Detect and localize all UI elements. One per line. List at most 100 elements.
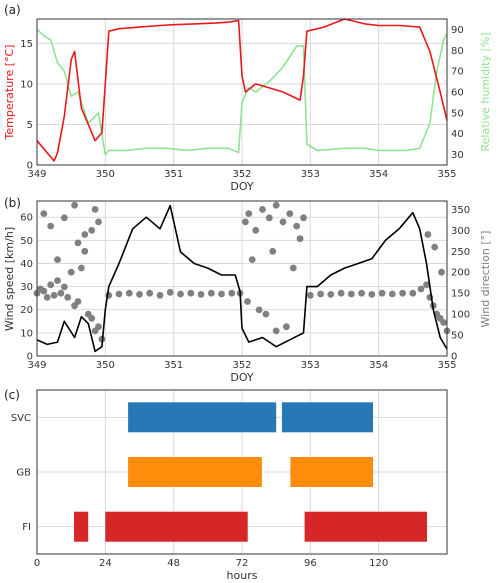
wind-direction-point (187, 289, 195, 297)
panel-a-label: (a) (4, 3, 21, 17)
panel-c-xtick-24: 24 (99, 558, 112, 569)
panel-b-ytick-right-0: 0 (451, 352, 457, 363)
panel-b-yticks-left: 0 10 20 30 40 50 60 (20, 213, 33, 363)
wind-direction-point (95, 218, 102, 226)
wind-direction-point (279, 218, 287, 226)
wind-direction-point (368, 291, 376, 298)
wind-direction-point (177, 290, 184, 298)
wind-direction-point (136, 291, 143, 298)
wind-direction-point (218, 290, 225, 298)
panel-b-ytick-right-150: 150 (451, 289, 470, 300)
wind-direction-point (146, 289, 154, 297)
wind-direction-point (269, 247, 277, 255)
panel-b-xtick-353: 353 (301, 360, 320, 371)
wind-direction-point (378, 289, 386, 297)
bar-svc-1 (281, 402, 373, 433)
panel-a-ytick-left-5: 5 (27, 120, 33, 131)
wind-direction-point (245, 210, 253, 218)
wind-direction-point (78, 264, 85, 272)
panel-a-xtick-353: 353 (301, 169, 320, 180)
panel-a-xtick-350: 350 (96, 169, 115, 180)
panel-c-xtick-96: 96 (304, 558, 317, 569)
wind-direction-point (54, 277, 61, 284)
wind-direction-point (289, 264, 297, 272)
panel-a-ylabel-right: Relative humidity [%] (479, 33, 492, 152)
panel-a-xlabel: DOY (230, 180, 254, 193)
wind-direction-point (47, 281, 55, 289)
panel-b-speed-series (36, 204, 448, 353)
panel-b-ytick-left-30: 30 (20, 282, 33, 293)
panel-b-ytick-left-60: 60 (20, 213, 33, 224)
wind-direction-point (244, 298, 251, 305)
wind-direction-point (283, 323, 290, 331)
wind-direction-point (272, 201, 280, 209)
panel-a-ytick-right-90: 90 (451, 25, 464, 36)
panel-c-frame (36, 389, 448, 555)
panel-a-ytick-right-30: 30 (451, 150, 464, 161)
panel-c: (c) 0 24 48 72 96 120 SVC GB FI hours (4, 388, 448, 582)
wind-direction-point (347, 290, 355, 298)
panel-b-ytick-left-50: 50 (20, 236, 33, 247)
panel-a-ytick-right-60: 60 (451, 88, 464, 99)
wind-speed-line (36, 204, 448, 353)
wind-direction-point (54, 256, 61, 263)
wind-direction-point (306, 291, 314, 299)
panel-c-bars (74, 402, 427, 542)
bar-svc-0 (128, 402, 277, 433)
bar-fi-0 (74, 511, 89, 542)
wind-direction-point (423, 281, 430, 289)
panel-b-ytick-right-100: 100 (451, 310, 470, 321)
wind-direction-point (438, 268, 445, 276)
panel-b-ytick-right-50: 50 (451, 331, 464, 342)
panel-a-xticks: 349 350 351 352 353 354 355 (27, 169, 456, 180)
panel-b-ytick-right-300: 300 (451, 226, 470, 237)
panel-c-label: (c) (4, 388, 20, 402)
panel-c-xlabel: hours (227, 569, 258, 582)
wind-direction-point (252, 226, 260, 234)
panel-a-xtick-352: 352 (232, 169, 251, 180)
wind-direction-point (71, 201, 78, 209)
panel-b: (b) 349 350 351 352 353 354 355 0102030405060 … (3, 196, 492, 384)
bar-fi-1 (105, 511, 248, 542)
wind-direction-point (317, 290, 324, 298)
wind-direction-point (57, 289, 65, 297)
panel-b-xtick-349: 349 (27, 360, 46, 371)
temperature-line (36, 18, 448, 162)
panel-b-ylabel-left: Wind speed [km/h] (3, 227, 16, 331)
wind-direction-point (265, 214, 273, 222)
wind-direction-point (43, 294, 51, 301)
wind-direction-point (388, 290, 396, 298)
panel-a-ytick-right-80: 80 (451, 46, 464, 57)
wind-direction-point (166, 288, 174, 296)
panel-a-yticks-right: 30 40 50 60 70 80 90 (451, 25, 464, 161)
wind-direction-point (358, 289, 365, 297)
wind-direction-point (67, 268, 75, 276)
wind-direction-point (64, 294, 72, 301)
wind-direction-point (156, 291, 164, 299)
panel-b-ytick-right-250: 250 (451, 247, 470, 258)
wind-direction-point (272, 327, 280, 335)
panel-b-ytick-left-0: 0 (27, 352, 33, 363)
panel-a: (a) 349 350 351 352 353 354 355 0 5 10 15 30 40 50 6… (3, 3, 492, 193)
wind-direction-point (399, 289, 406, 297)
panel-b-ylabel-right: Wind direction [°] (479, 231, 492, 328)
panel-a-xtick-355: 355 (437, 169, 456, 180)
panel-c-ytick-FI: FI (22, 522, 31, 533)
wind-direction-point (262, 310, 270, 318)
wind-direction-point (300, 214, 307, 222)
panel-a-grid (36, 19, 448, 166)
wind-direction-point (242, 218, 249, 226)
panel-c-xtick-120: 120 (369, 558, 388, 569)
panel-c-yticks: SVC GB FI (11, 413, 31, 533)
wind-direction-point (431, 243, 439, 251)
panel-a-ytick-left-15: 15 (20, 39, 33, 50)
panel-b-yticks-right: 0 50 100 150 200 250 300 350 (451, 205, 470, 363)
wind-direction-point (286, 210, 294, 218)
wind-direction-point (60, 214, 68, 222)
wind-direction-point (81, 231, 89, 238)
wind-direction-point (197, 291, 205, 298)
panel-a-ylabel-left: Temperature [°C] (3, 45, 16, 141)
panel-b-xtick-350: 350 (96, 360, 115, 371)
panel-c-xtick-72: 72 (236, 558, 249, 569)
